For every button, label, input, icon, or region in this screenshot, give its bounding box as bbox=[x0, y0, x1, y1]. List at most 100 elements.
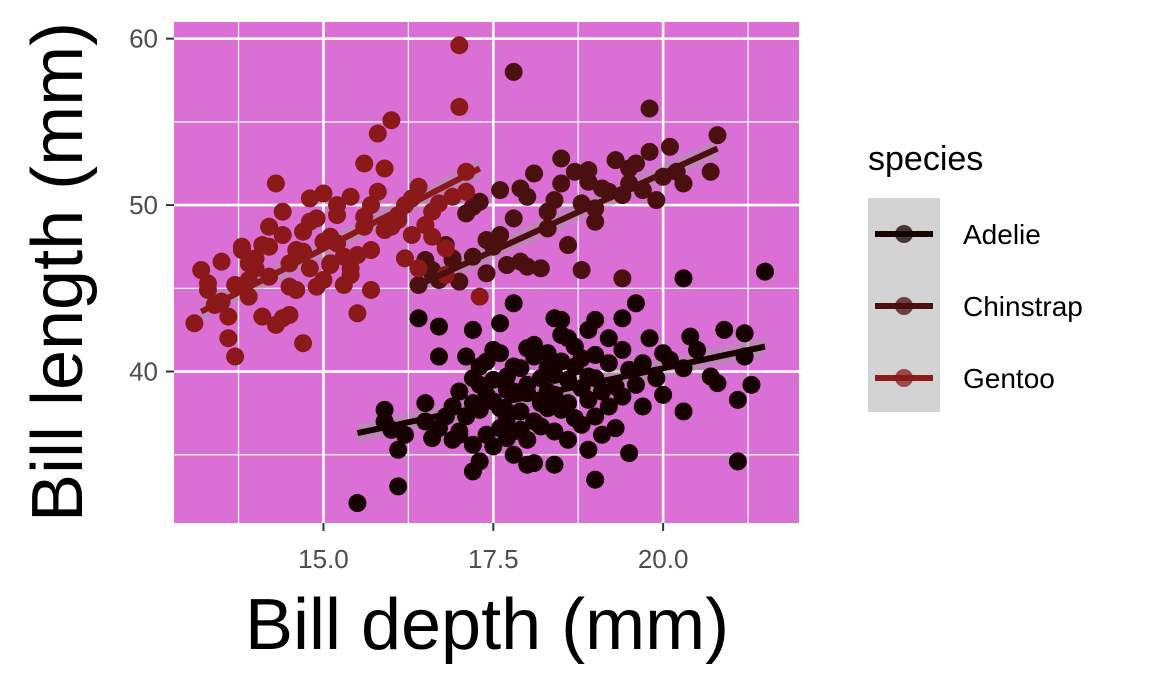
data-point-gentoo bbox=[341, 265, 360, 284]
data-point-adelie bbox=[457, 347, 476, 366]
data-point-adelie bbox=[450, 382, 469, 401]
data-point-adelie bbox=[559, 430, 578, 449]
data-point-adelie bbox=[484, 437, 503, 456]
data-point-chinstrap bbox=[586, 212, 605, 231]
data-point-adelie bbox=[545, 455, 564, 474]
data-point-adelie bbox=[504, 445, 523, 464]
data-point-chinstrap bbox=[477, 264, 496, 283]
data-point-chinstrap bbox=[708, 126, 727, 145]
data-point-adelie bbox=[633, 397, 652, 416]
data-point-gentoo bbox=[192, 261, 211, 280]
x-axis: 15.0 17.5 20.0 bbox=[298, 523, 688, 574]
data-point-gentoo bbox=[253, 307, 272, 326]
data-point-gentoo bbox=[266, 174, 285, 193]
data-point-adelie bbox=[586, 345, 605, 364]
data-point-adelie bbox=[511, 402, 530, 421]
data-point-adelie bbox=[728, 390, 747, 409]
data-point-gentoo bbox=[375, 159, 394, 178]
data-point-adelie bbox=[620, 444, 639, 463]
data-point-adelie bbox=[484, 340, 503, 359]
data-point-adelie bbox=[525, 335, 544, 354]
data-point-chinstrap bbox=[640, 99, 659, 118]
data-point-gentoo bbox=[409, 259, 428, 278]
data-point-chinstrap bbox=[552, 149, 571, 168]
data-point-gentoo bbox=[450, 36, 469, 55]
data-point-adelie bbox=[681, 327, 700, 346]
data-point-gentoo bbox=[429, 194, 448, 213]
data-point-adelie bbox=[504, 294, 523, 313]
data-point-chinstrap bbox=[477, 231, 496, 250]
data-point-adelie bbox=[756, 262, 775, 281]
legend-items: Adelie Chinstrap Gentoo bbox=[875, 219, 1083, 394]
data-point-chinstrap bbox=[552, 174, 571, 193]
data-point-adelie bbox=[559, 370, 578, 389]
data-point-adelie bbox=[552, 310, 571, 329]
data-point-gentoo bbox=[402, 226, 421, 245]
data-point-adelie bbox=[674, 269, 693, 288]
data-point-adelie bbox=[518, 375, 537, 394]
data-point-chinstrap bbox=[497, 256, 516, 275]
data-point-gentoo bbox=[212, 252, 231, 271]
data-point-gentoo bbox=[334, 247, 353, 266]
data-point-gentoo bbox=[219, 307, 238, 326]
data-point-chinstrap bbox=[640, 142, 659, 161]
data-point-chinstrap bbox=[613, 269, 632, 288]
data-point-adelie bbox=[606, 419, 625, 438]
data-point-adelie bbox=[735, 324, 754, 343]
data-point-chinstrap bbox=[545, 191, 564, 210]
x-tick-label: 17.5 bbox=[468, 544, 519, 574]
data-point-adelie bbox=[409, 309, 428, 328]
data-point-chinstrap bbox=[450, 272, 469, 291]
data-point-chinstrap bbox=[660, 137, 679, 156]
y-axis: 40 50 60 bbox=[129, 24, 174, 387]
data-point-gentoo bbox=[362, 196, 381, 215]
data-point-chinstrap bbox=[491, 181, 510, 200]
data-point-adelie bbox=[613, 340, 632, 359]
data-point-adelie bbox=[470, 452, 489, 471]
data-point-gentoo bbox=[260, 217, 279, 236]
data-point-chinstrap bbox=[491, 226, 510, 245]
data-point-adelie bbox=[626, 375, 645, 394]
data-point-chinstrap bbox=[620, 159, 639, 178]
data-point-gentoo bbox=[226, 347, 245, 366]
data-point-adelie bbox=[538, 399, 557, 418]
data-point-chinstrap bbox=[565, 162, 584, 181]
data-point-adelie bbox=[592, 425, 611, 444]
data-point-adelie bbox=[715, 320, 734, 339]
legend-point-chinstrap bbox=[895, 297, 913, 315]
data-point-gentoo bbox=[273, 226, 292, 245]
data-point-gentoo bbox=[273, 202, 292, 221]
data-point-chinstrap bbox=[572, 261, 591, 280]
data-point-gentoo bbox=[423, 227, 442, 246]
legend-point-gentoo bbox=[895, 369, 913, 387]
data-point-gentoo bbox=[368, 182, 387, 201]
data-point-gentoo bbox=[348, 246, 367, 265]
data-point-gentoo bbox=[443, 187, 462, 206]
data-point-gentoo bbox=[355, 154, 374, 173]
data-point-chinstrap bbox=[606, 151, 625, 170]
data-point-chinstrap bbox=[463, 197, 482, 216]
data-point-gentoo bbox=[232, 237, 251, 256]
data-point-adelie bbox=[626, 294, 645, 313]
data-point-adelie bbox=[572, 415, 591, 434]
data-point-adelie bbox=[579, 440, 598, 459]
data-point-adelie bbox=[538, 344, 557, 363]
y-tick-label: 60 bbox=[129, 24, 158, 54]
data-point-gentoo bbox=[307, 209, 326, 228]
data-point-gentoo bbox=[341, 187, 360, 206]
data-point-gentoo bbox=[239, 254, 258, 273]
data-point-chinstrap bbox=[525, 164, 544, 183]
data-point-chinstrap bbox=[531, 259, 550, 278]
y-tick-label: 50 bbox=[129, 190, 158, 220]
data-point-adelie bbox=[586, 407, 605, 426]
data-point-gentoo bbox=[198, 274, 217, 293]
data-point-gentoo bbox=[395, 249, 414, 268]
y-tick-label: 40 bbox=[129, 357, 158, 387]
data-point-chinstrap bbox=[559, 236, 578, 255]
legend-title: species bbox=[868, 140, 983, 178]
data-point-chinstrap bbox=[518, 257, 537, 276]
data-point-adelie bbox=[640, 329, 659, 348]
data-point-chinstrap bbox=[504, 209, 523, 228]
data-point-gentoo bbox=[280, 277, 299, 296]
